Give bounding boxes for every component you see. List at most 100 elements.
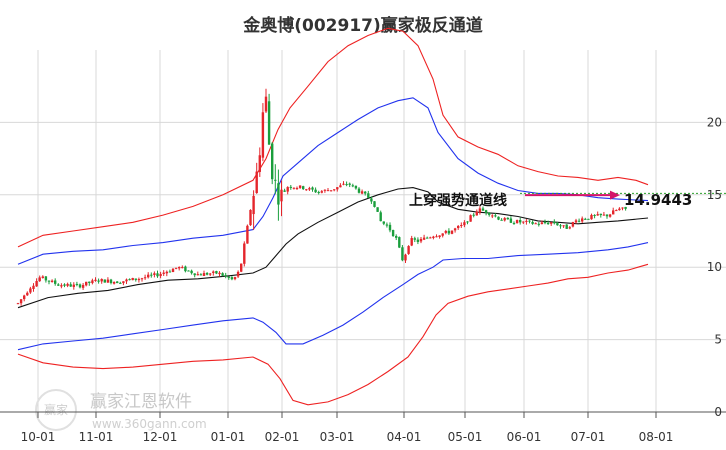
candle-body	[395, 236, 398, 238]
candle-body	[615, 210, 618, 212]
candle-body	[429, 237, 432, 239]
candle-body	[162, 272, 165, 274]
candle-body	[491, 215, 494, 217]
y-tick-label: 10	[707, 260, 722, 274]
candle-body	[525, 220, 528, 222]
candle-body	[571, 222, 575, 227]
candle-body	[444, 231, 447, 233]
candle-body	[218, 272, 221, 275]
candle-body	[515, 220, 519, 224]
candle-body	[593, 214, 596, 216]
candle-body	[608, 214, 612, 217]
candle-body	[506, 217, 509, 220]
candle-body	[298, 185, 302, 188]
candle-body	[388, 224, 392, 231]
candle-body	[469, 215, 472, 222]
candle-body	[63, 284, 66, 286]
candle-body	[382, 221, 385, 224]
candle-body	[289, 186, 292, 188]
candle-body	[540, 222, 544, 225]
candle-body	[221, 273, 224, 276]
candle-body	[351, 185, 354, 187]
candle-body	[150, 274, 153, 276]
candle-body	[119, 282, 122, 284]
candle-body	[534, 223, 537, 225]
candle-body	[323, 189, 327, 191]
candle-body	[205, 273, 209, 275]
candle-body	[91, 280, 94, 284]
candle-body	[258, 155, 261, 172]
candle-body	[50, 280, 54, 282]
candle-body	[577, 220, 581, 222]
candle-body	[264, 96, 268, 112]
candle-body	[19, 299, 23, 304]
candle-body	[391, 230, 395, 237]
candle-body	[100, 279, 103, 282]
candle-body	[519, 220, 522, 223]
candle-body	[460, 225, 463, 227]
candle-body	[190, 270, 193, 274]
candle-body	[143, 277, 147, 279]
candle-body	[171, 268, 175, 273]
candle-body	[94, 279, 97, 281]
candle-body	[199, 274, 203, 276]
candle-body	[509, 218, 513, 223]
x-tick-label: 05-01	[448, 430, 483, 444]
candle-body	[286, 187, 289, 192]
candle-body	[320, 191, 323, 193]
candle-body	[472, 214, 475, 216]
candle-body	[240, 263, 243, 272]
annotation: 上穿强势通道线 14.9443	[409, 190, 692, 209]
x-tick-label: 03-01	[320, 430, 355, 444]
candle-body	[379, 212, 382, 222]
x-tick-label: 06-01	[507, 430, 542, 444]
candle-body	[553, 221, 556, 224]
watermark-name: 赢家江恩软件	[90, 392, 192, 412]
candle-body	[357, 188, 361, 193]
candle-body	[441, 233, 444, 236]
candle-body	[345, 184, 348, 186]
candle-body	[181, 267, 184, 269]
watermark-url: www.360gann.com	[92, 417, 207, 431]
candle-body	[271, 143, 274, 180]
candle-body	[457, 226, 460, 229]
candle-body	[537, 223, 540, 225]
candle-body	[128, 279, 131, 281]
candle-body	[230, 277, 234, 280]
candle-body	[574, 220, 578, 223]
candle-body	[605, 214, 609, 217]
candle-body	[376, 207, 379, 212]
candle-body	[60, 285, 63, 287]
candle-body	[568, 227, 571, 229]
watermark-seal: 赢家	[44, 402, 68, 417]
candle-body	[404, 254, 407, 261]
candle-body	[202, 273, 206, 276]
candle-body	[500, 219, 503, 221]
candle-body	[109, 279, 113, 283]
candle-body	[354, 185, 358, 189]
candle-body	[422, 237, 426, 240]
candle-body	[134, 278, 137, 280]
candle-body	[407, 246, 410, 254]
candle-body	[503, 218, 506, 221]
candle-body	[23, 295, 26, 300]
candle-body	[497, 216, 500, 220]
candle-body	[587, 218, 590, 220]
x-tick-label: 04-01	[387, 430, 422, 444]
candle-body	[410, 238, 413, 246]
candle-body	[612, 210, 615, 215]
x-tick-label: 12-01	[143, 430, 178, 444]
candle-body	[75, 283, 79, 285]
candle-body	[103, 279, 106, 283]
candle-body	[373, 201, 376, 207]
band-mid	[17, 187, 649, 309]
candle-body	[314, 189, 317, 193]
candle-body	[364, 191, 367, 194]
candle-body	[193, 273, 196, 276]
candle-body	[277, 183, 280, 205]
candle-body	[596, 214, 599, 216]
candle-body	[367, 193, 370, 198]
candle-body	[522, 221, 525, 223]
candle-body	[317, 192, 320, 194]
